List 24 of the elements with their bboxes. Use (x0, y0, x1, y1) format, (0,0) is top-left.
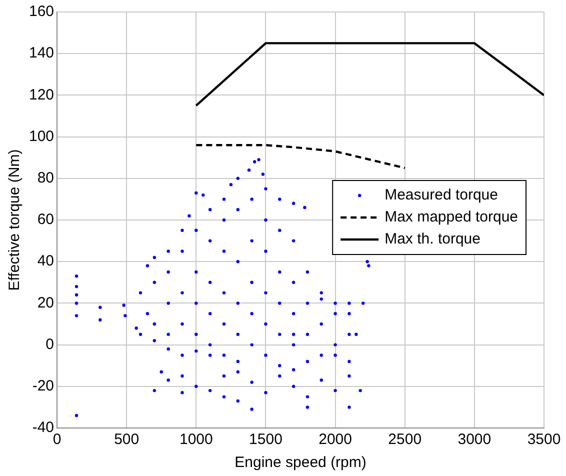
x-tick-label: 1500 (249, 431, 282, 448)
y-tick-label: -40 (32, 419, 54, 436)
x-tick-label: 500 (114, 431, 140, 448)
y-tick-label: 100 (28, 128, 54, 145)
y-tick-label: -20 (32, 378, 54, 395)
y-tick-label: 0 (46, 336, 54, 353)
legend-label: Measured torque (384, 186, 498, 204)
x-axis-title: Engine speed (rpm) (234, 454, 366, 472)
y-tick-label: 40 (37, 252, 54, 270)
y-tick-label: 20 (37, 294, 54, 312)
y-tick-label: 80 (37, 170, 54, 187)
x-tick-label: 2500 (388, 431, 422, 448)
y-axis-title: Effective torque (Nm) (6, 149, 24, 291)
y-tick-label: 60 (37, 211, 54, 228)
x-tick-label: 3000 (458, 431, 492, 448)
y-tick-label: 160 (28, 3, 54, 20)
y-tick-label: 140 (28, 44, 54, 62)
y-tick-label: 120 (28, 86, 54, 104)
x-tick-label: 2000 (318, 431, 352, 448)
x-tick-label: 1000 (179, 431, 213, 448)
x-tick-label: 3500 (527, 431, 561, 448)
line-series (195, 144, 406, 170)
legend-label: Max th. torque (384, 230, 480, 248)
legend-label: Max mapped torque (384, 208, 518, 226)
